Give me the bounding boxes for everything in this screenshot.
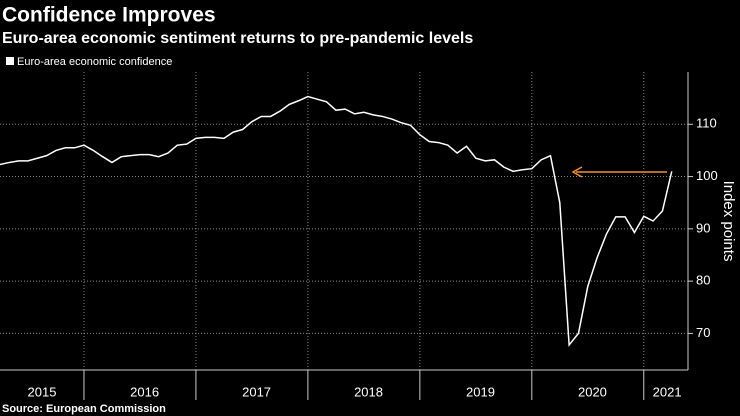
x-tick-label: 2021 [653, 384, 682, 399]
chart-subtitle: Euro-area economic sentiment returns to … [2, 30, 473, 47]
y-tick-label: 110 [696, 116, 717, 131]
y-tick-label: 100 [696, 168, 718, 183]
y-axis-label: Index points [720, 181, 737, 262]
x-tick-label: 2016 [130, 384, 159, 399]
arrow-head [571, 166, 583, 178]
y-tick-label: 70 [696, 325, 710, 340]
source: Source: European Commission [2, 403, 166, 415]
series-line [0, 95, 673, 347]
legend-swatch [6, 57, 14, 65]
x-tick-label: 2017 [242, 384, 271, 399]
x-tick-label: 2019 [466, 384, 495, 399]
x-tick-label: 2015 [28, 384, 57, 399]
x-tick-label: 2018 [354, 384, 383, 399]
chart-title: Confidence Improves [2, 4, 216, 27]
legend-label: Euro-area economic confidence [17, 56, 172, 68]
x-tick-label: 2020 [578, 384, 607, 399]
y-tick-label: 80 [696, 273, 710, 288]
y-tick-label: 90 [696, 220, 710, 235]
